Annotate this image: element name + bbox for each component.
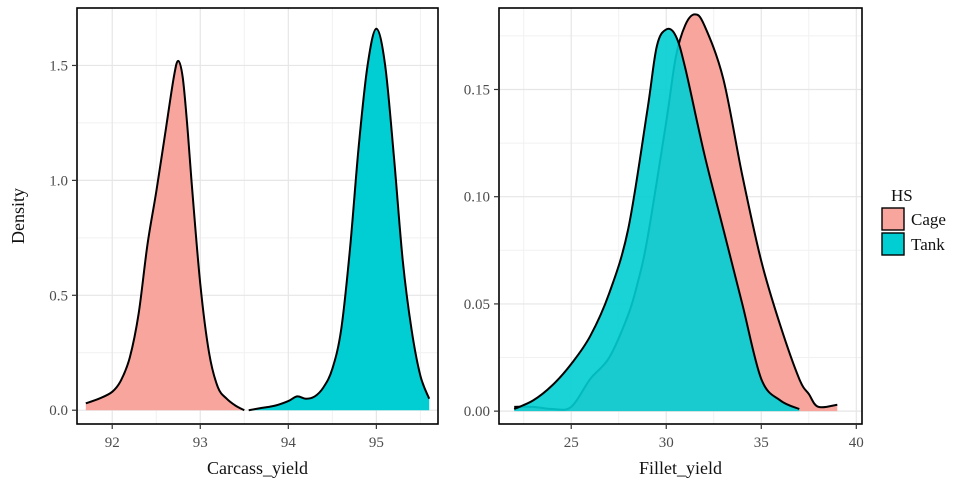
legend-label-tank: Tank [911,235,945,254]
legend: HS Cage Tank [881,186,946,256]
carcass-yield-panel-border [76,7,439,425]
fillet-yield-y-tick-label: 0.00 [464,404,490,420]
carcass-yield-y-tick-label: 1.5 [49,58,68,74]
carcass-yield-tank-density-area [248,28,430,411]
fillet-yield-y-tick-label: 0.15 [464,82,490,98]
fillet-yield-panel-border [498,7,863,425]
fillet-yield-x-tick-label: 35 [754,435,769,451]
carcass-yield-x-tick-label: 94 [281,435,297,451]
carcass-yield-x-tick-label: 92 [105,435,120,451]
legend-title: HS [891,186,913,205]
fillet-yield-panel: 25 30 35 40 0.00 0.05 0.10 0.15 Fillet_yield [464,7,864,478]
fillet-yield-x-tick-label: 40 [849,435,864,451]
fillet-yield-y-tick-label: 0.10 [464,190,490,206]
carcass-yield-x-tick-label: 93 [193,435,208,451]
fillet-yield-tank-density-line [513,27,800,410]
carcass-yield-axis-title: Carcass_yield [207,458,308,478]
fillet-yield-axis-title: Fillet_yield [639,458,722,478]
fillet-yield-x-tick-label: 25 [564,435,579,451]
fillet-yield-density-areas [513,13,838,412]
legend-key-tank [881,232,905,256]
fillet-yield-tank-density-area [514,28,800,412]
carcass-yield-cage-density-line [85,59,245,412]
fillet-yield-ticks: 25 30 35 40 0.00 0.05 0.10 0.15 [464,82,864,451]
carcass-yield-density-areas [85,27,431,412]
fillet-yield-y-tick-label: 0.05 [464,297,490,313]
carcass-yield-y-tick-label: 0.0 [49,403,68,419]
fillet-yield-x-tick-label: 30 [659,435,674,451]
carcass-yield-y-tick-label: 1.0 [49,173,68,189]
carcass-yield-panel: 92 93 94 95 0.0 0.5 1.0 1.5 Density Carcass_yie… [8,7,439,478]
carcass-yield-tank-density-line [248,27,431,412]
legend-label-cage: Cage [911,210,946,229]
carcass-yield-y-tick-label: 0.5 [49,288,68,304]
density-axis-title: Density [8,188,28,244]
legend-key-cage [881,207,905,231]
carcass-yield-x-tick-label: 95 [369,435,384,451]
carcass-yield-ticks: 92 93 94 95 0.0 0.5 1.0 1.5 [49,58,384,451]
